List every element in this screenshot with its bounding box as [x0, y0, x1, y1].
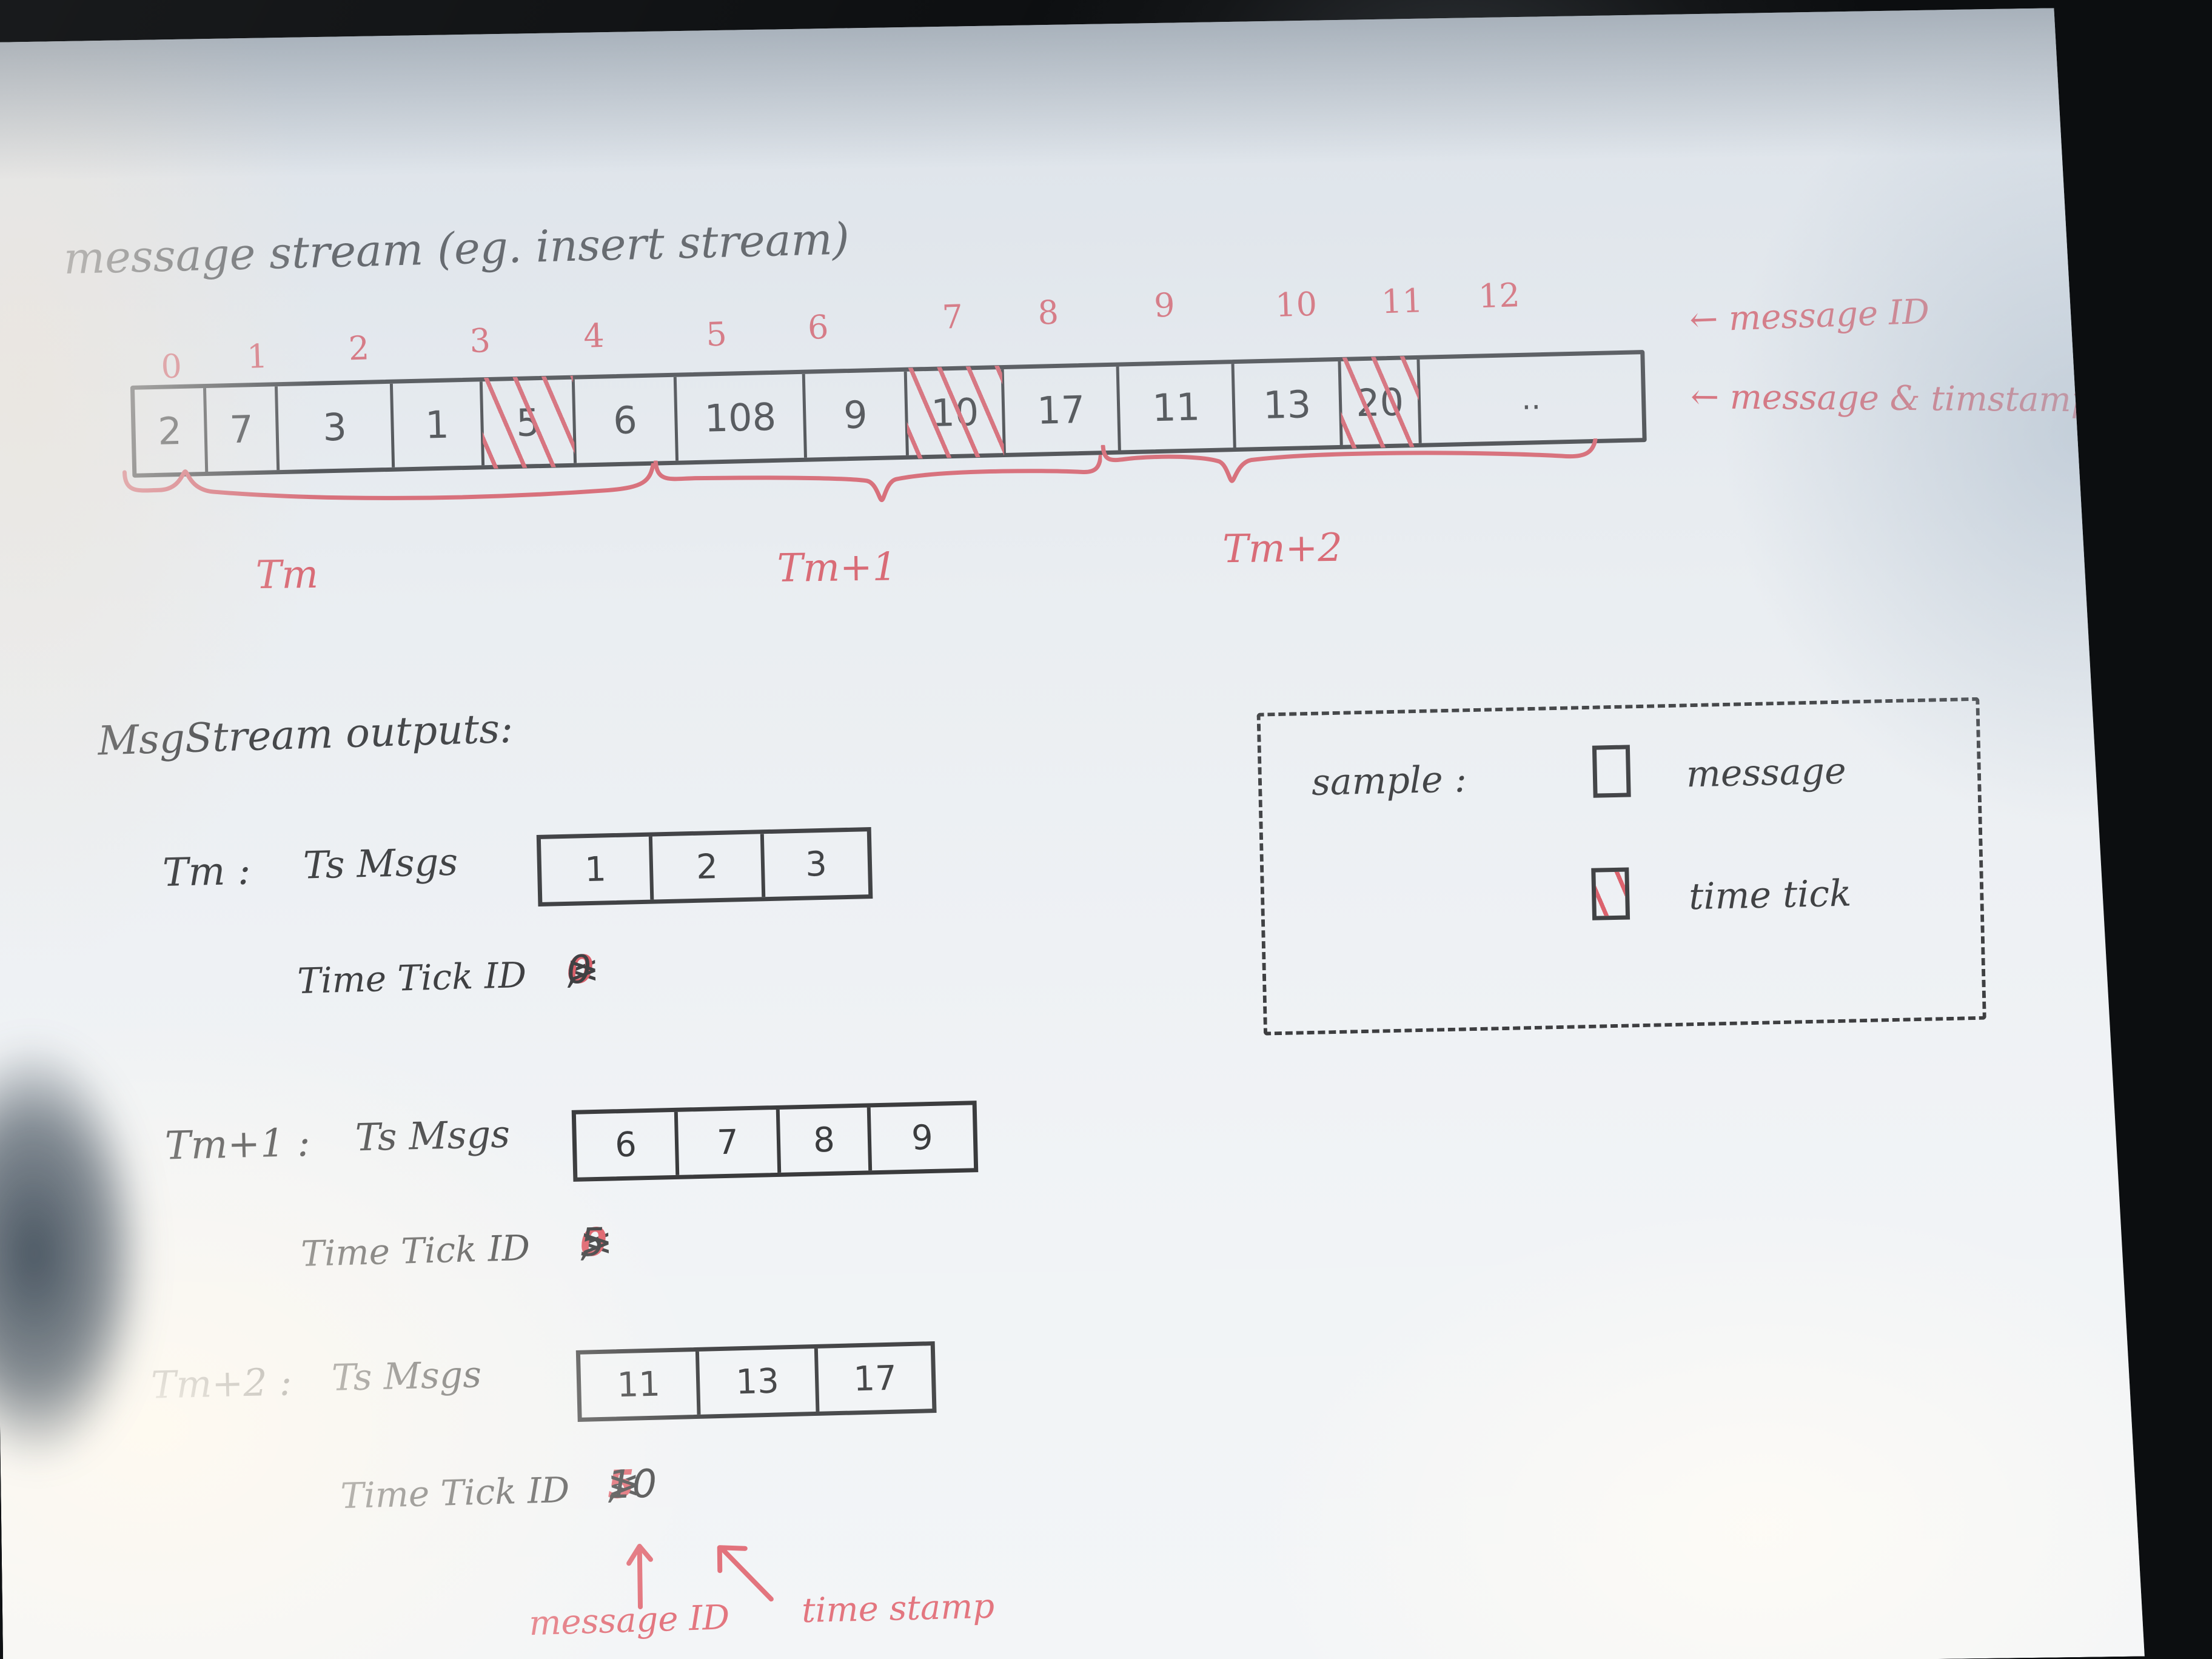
stream-index: 12	[1477, 276, 1521, 316]
page-title: message stream (eg. insert stream)	[62, 213, 850, 284]
stream-cell-11[interactable]: 13	[1235, 361, 1343, 447]
legend-swatch-message-icon	[1592, 745, 1631, 797]
brace-tm2	[1101, 438, 1598, 492]
stream-index: 6	[807, 307, 830, 347]
output-msg-cell[interactable]: 13	[699, 1349, 820, 1415]
output-msg-cell[interactable]: 7	[678, 1110, 781, 1175]
output-msgs-box-tm: 1 2 3	[537, 827, 873, 907]
stream-index: 9	[1153, 286, 1176, 325]
stream-cell-1[interactable]: 7	[206, 386, 280, 472]
brace-label-tm1: Tm+1	[777, 545, 897, 591]
brace-label-tm2: Tm+2	[1222, 525, 1343, 572]
tick-close-bracket: >	[566, 947, 600, 993]
arrow-up-message-id-icon	[619, 1541, 662, 1609]
legend-label-timetick: time tick	[1688, 872, 1852, 919]
stream-index: 3	[469, 321, 491, 360]
stream-index: 10	[1275, 284, 1318, 325]
paper-sheet: message stream (eg. insert stream) 0 1 2…	[0, 7, 2162, 1659]
output-msgs-label-tm: Ts Msgs	[303, 839, 458, 888]
output-period-label-tm: Tm :	[162, 848, 252, 896]
stream-cell-4-timetick[interactable]: 5	[483, 380, 577, 466]
stream-cell-2[interactable]: 3	[278, 384, 395, 470]
annotation-message-id: ← message ID	[1689, 292, 1930, 340]
output-msgs-box-tm1: 6 7 8 9	[572, 1101, 979, 1182]
legend-title: sample :	[1311, 758, 1467, 804]
output-msgs-box-tm2: 11 13 17	[576, 1341, 937, 1422]
tick-close-bracket: >	[579, 1219, 614, 1266]
paper-top-shadow	[0, 7, 2142, 181]
stream-index: 11	[1381, 281, 1424, 321]
output-tick-label-tm2: Time Tick ID	[340, 1469, 571, 1517]
outputs-heading: MsgStream outputs:	[97, 705, 514, 765]
stream-index: 2	[347, 329, 370, 368]
legend-label-message: message	[1686, 749, 1847, 796]
output-msgs-label-tm1: Ts Msgs	[354, 1111, 511, 1160]
brace-tm	[122, 463, 656, 518]
stream-cell-5[interactable]: 6	[575, 377, 679, 463]
callout-message-id: message ID	[528, 1598, 731, 1644]
legend-box: sample : message time tick	[1257, 697, 1986, 1036]
output-msg-cell[interactable]: 2	[652, 834, 765, 899]
paper-shadow	[0, 979, 183, 1528]
legend-swatch-timetick-icon	[1591, 867, 1630, 920]
tick-close-bracket: >	[606, 1462, 641, 1508]
stream-index: 0	[160, 347, 183, 386]
stream-cell-0[interactable]: 2	[135, 388, 208, 474]
output-msg-cell[interactable]: 9	[911, 1118, 934, 1158]
output-msg-cell[interactable]: 6	[576, 1112, 679, 1178]
stream-index: 8	[1037, 293, 1059, 332]
stream-cell-7[interactable]: 9	[805, 372, 909, 458]
stream-cell-6[interactable]: 108	[677, 374, 807, 461]
callout-timestamp: time stamp	[801, 1586, 995, 1631]
brace-label-tm: Tm	[255, 552, 319, 598]
output-msg-cell[interactable]: 17	[853, 1358, 897, 1399]
output-msg-cell[interactable]: 8	[780, 1107, 872, 1173]
stream-index: 5	[705, 315, 728, 354]
stream-index: 4	[583, 316, 605, 355]
output-msgs-label-tm2: Ts Msgs	[331, 1353, 482, 1399]
stream-cell-9[interactable]: 17	[1004, 366, 1121, 452]
stream-index: 1	[246, 337, 269, 376]
stream-cell-ellipsis: ..	[1521, 381, 1541, 417]
stream-cell-12-timetick[interactable]: 20	[1341, 360, 1421, 445]
output-period-label-tm1: Tm+1 :	[164, 1120, 311, 1169]
stream-cell-3[interactable]: 1	[393, 381, 484, 467]
stream-cell-8-timetick[interactable]: 10	[907, 369, 1006, 455]
output-msg-cell[interactable]: 3	[805, 844, 828, 885]
output-msg-cell[interactable]: 1	[541, 837, 654, 902]
output-period-label-tm2: Tm+2 :	[150, 1359, 293, 1407]
annotation-message-timestamp: ← message & timstamp	[1690, 377, 2093, 420]
output-tick-label-tm: Time Tick ID	[297, 954, 527, 1002]
stream-cell-10[interactable]: 11	[1119, 364, 1236, 450]
output-tick-label-tm1: Time Tick ID	[300, 1227, 531, 1275]
stream-index: 7	[941, 297, 964, 337]
output-msg-cell[interactable]: 11	[580, 1352, 701, 1418]
brace-tm1	[653, 455, 1102, 508]
